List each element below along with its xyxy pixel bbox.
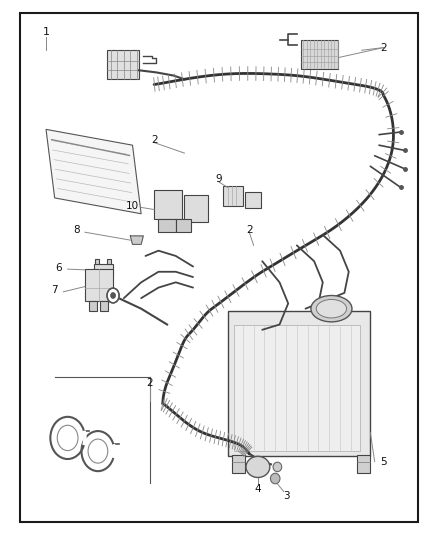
Bar — [357, 455, 371, 473]
Text: 4: 4 — [254, 484, 261, 494]
Text: 2: 2 — [246, 224, 253, 235]
Text: 8: 8 — [73, 224, 80, 235]
Bar — [223, 186, 243, 206]
Ellipse shape — [311, 295, 352, 322]
Ellipse shape — [273, 462, 282, 472]
Bar — [176, 219, 191, 232]
Ellipse shape — [246, 456, 270, 478]
Bar — [184, 195, 208, 222]
Text: 9: 9 — [215, 174, 223, 184]
Bar — [245, 191, 261, 208]
Polygon shape — [131, 236, 143, 244]
Text: 7: 7 — [51, 285, 58, 295]
Bar — [234, 325, 360, 451]
Bar — [301, 39, 338, 69]
Text: 6: 6 — [56, 263, 62, 272]
Bar — [94, 264, 113, 277]
Text: 2: 2 — [380, 43, 387, 53]
Text: 10: 10 — [126, 201, 139, 211]
Bar — [106, 50, 139, 79]
Text: 2: 2 — [146, 377, 153, 387]
Bar — [232, 455, 245, 473]
Circle shape — [107, 288, 119, 303]
Text: 3: 3 — [283, 491, 290, 501]
Bar — [89, 301, 97, 311]
Bar — [106, 259, 111, 264]
Circle shape — [111, 293, 115, 298]
Ellipse shape — [270, 473, 280, 484]
Bar — [85, 269, 113, 301]
Bar — [95, 259, 99, 264]
Bar — [100, 301, 108, 311]
Bar — [154, 190, 182, 219]
Text: 1: 1 — [42, 27, 49, 37]
Text: 2: 2 — [151, 135, 157, 145]
Polygon shape — [46, 130, 141, 214]
Bar — [228, 311, 371, 456]
Text: 5: 5 — [380, 457, 387, 467]
Bar — [159, 219, 176, 232]
Ellipse shape — [316, 300, 346, 318]
